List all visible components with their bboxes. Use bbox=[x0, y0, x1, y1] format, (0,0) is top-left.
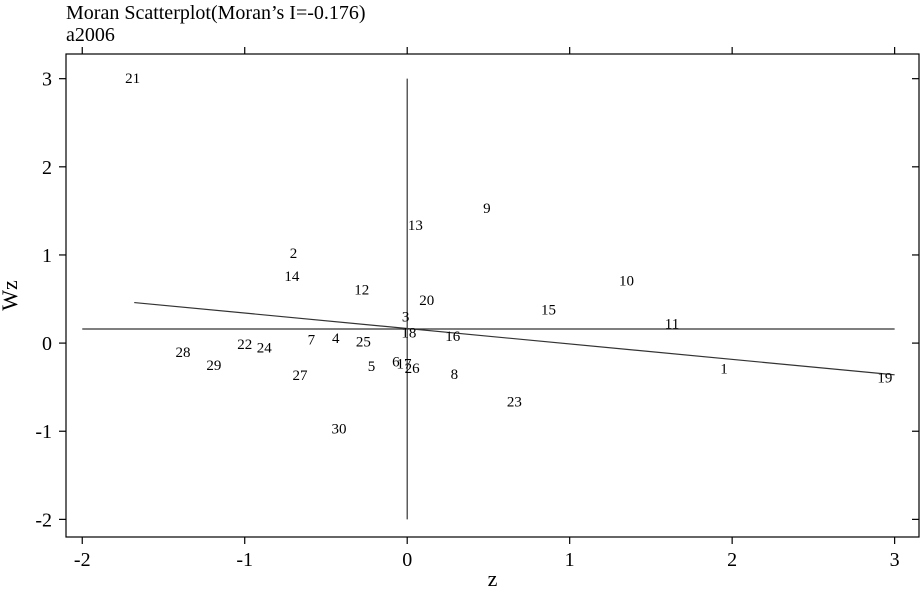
point-label-26: 26 bbox=[405, 361, 421, 377]
x-tick-label: 2 bbox=[727, 549, 737, 571]
point-label-3: 3 bbox=[402, 310, 410, 326]
point-label-25: 25 bbox=[356, 334, 371, 350]
x-tick-label: 0 bbox=[402, 549, 412, 571]
point-label-19: 19 bbox=[877, 370, 892, 386]
point-label-5: 5 bbox=[368, 359, 376, 375]
point-label-2: 2 bbox=[290, 246, 298, 262]
x-tick-label: -1 bbox=[236, 549, 253, 571]
chart-subtitle: a2006 bbox=[66, 24, 115, 46]
point-label-16: 16 bbox=[445, 329, 461, 345]
point-label-1: 1 bbox=[720, 362, 728, 378]
y-tick-label: 3 bbox=[42, 69, 52, 91]
point-label-29: 29 bbox=[206, 358, 221, 374]
y-tick-label: -2 bbox=[35, 509, 52, 531]
x-axis-label: z bbox=[488, 566, 498, 589]
point-label-4: 4 bbox=[332, 331, 340, 347]
point-label-7: 7 bbox=[308, 333, 316, 349]
x-tick-label: -2 bbox=[74, 549, 91, 571]
y-axis-label: Wz bbox=[0, 280, 22, 311]
x-tick-label: 1 bbox=[565, 549, 575, 571]
y-tick-label: -1 bbox=[35, 421, 52, 443]
point-label-24: 24 bbox=[257, 341, 273, 357]
regression-fit-line bbox=[134, 301, 895, 376]
y-tick-label: 1 bbox=[42, 245, 52, 267]
point-label-30: 30 bbox=[331, 422, 346, 438]
point-label-14: 14 bbox=[284, 269, 300, 285]
point-label-23: 23 bbox=[507, 394, 522, 410]
point-label-12: 12 bbox=[354, 282, 369, 298]
point-label-8: 8 bbox=[451, 367, 459, 383]
point-label-13: 13 bbox=[408, 218, 423, 234]
point-label-27: 27 bbox=[292, 368, 308, 384]
point-label-18: 18 bbox=[401, 326, 416, 342]
y-tick-label: 2 bbox=[42, 157, 52, 179]
point-label-15: 15 bbox=[541, 303, 556, 319]
x-tick-label: 3 bbox=[890, 549, 900, 571]
point-label-10: 10 bbox=[619, 274, 634, 290]
point-label-11: 11 bbox=[665, 317, 679, 333]
point-label-22: 22 bbox=[237, 337, 252, 353]
plot-frame bbox=[65, 53, 920, 538]
y-tick-label: 0 bbox=[42, 333, 52, 355]
point-label-6: 6 bbox=[392, 355, 400, 371]
chart-title: Moran Scatterplot(Moran’s I=-0.176) bbox=[66, 2, 366, 24]
point-label-17: 17 bbox=[396, 356, 412, 372]
point-label-20: 20 bbox=[419, 293, 434, 309]
point-label-9: 9 bbox=[483, 201, 491, 217]
point-label-28: 28 bbox=[175, 345, 190, 361]
point-label-21: 21 bbox=[125, 71, 140, 87]
